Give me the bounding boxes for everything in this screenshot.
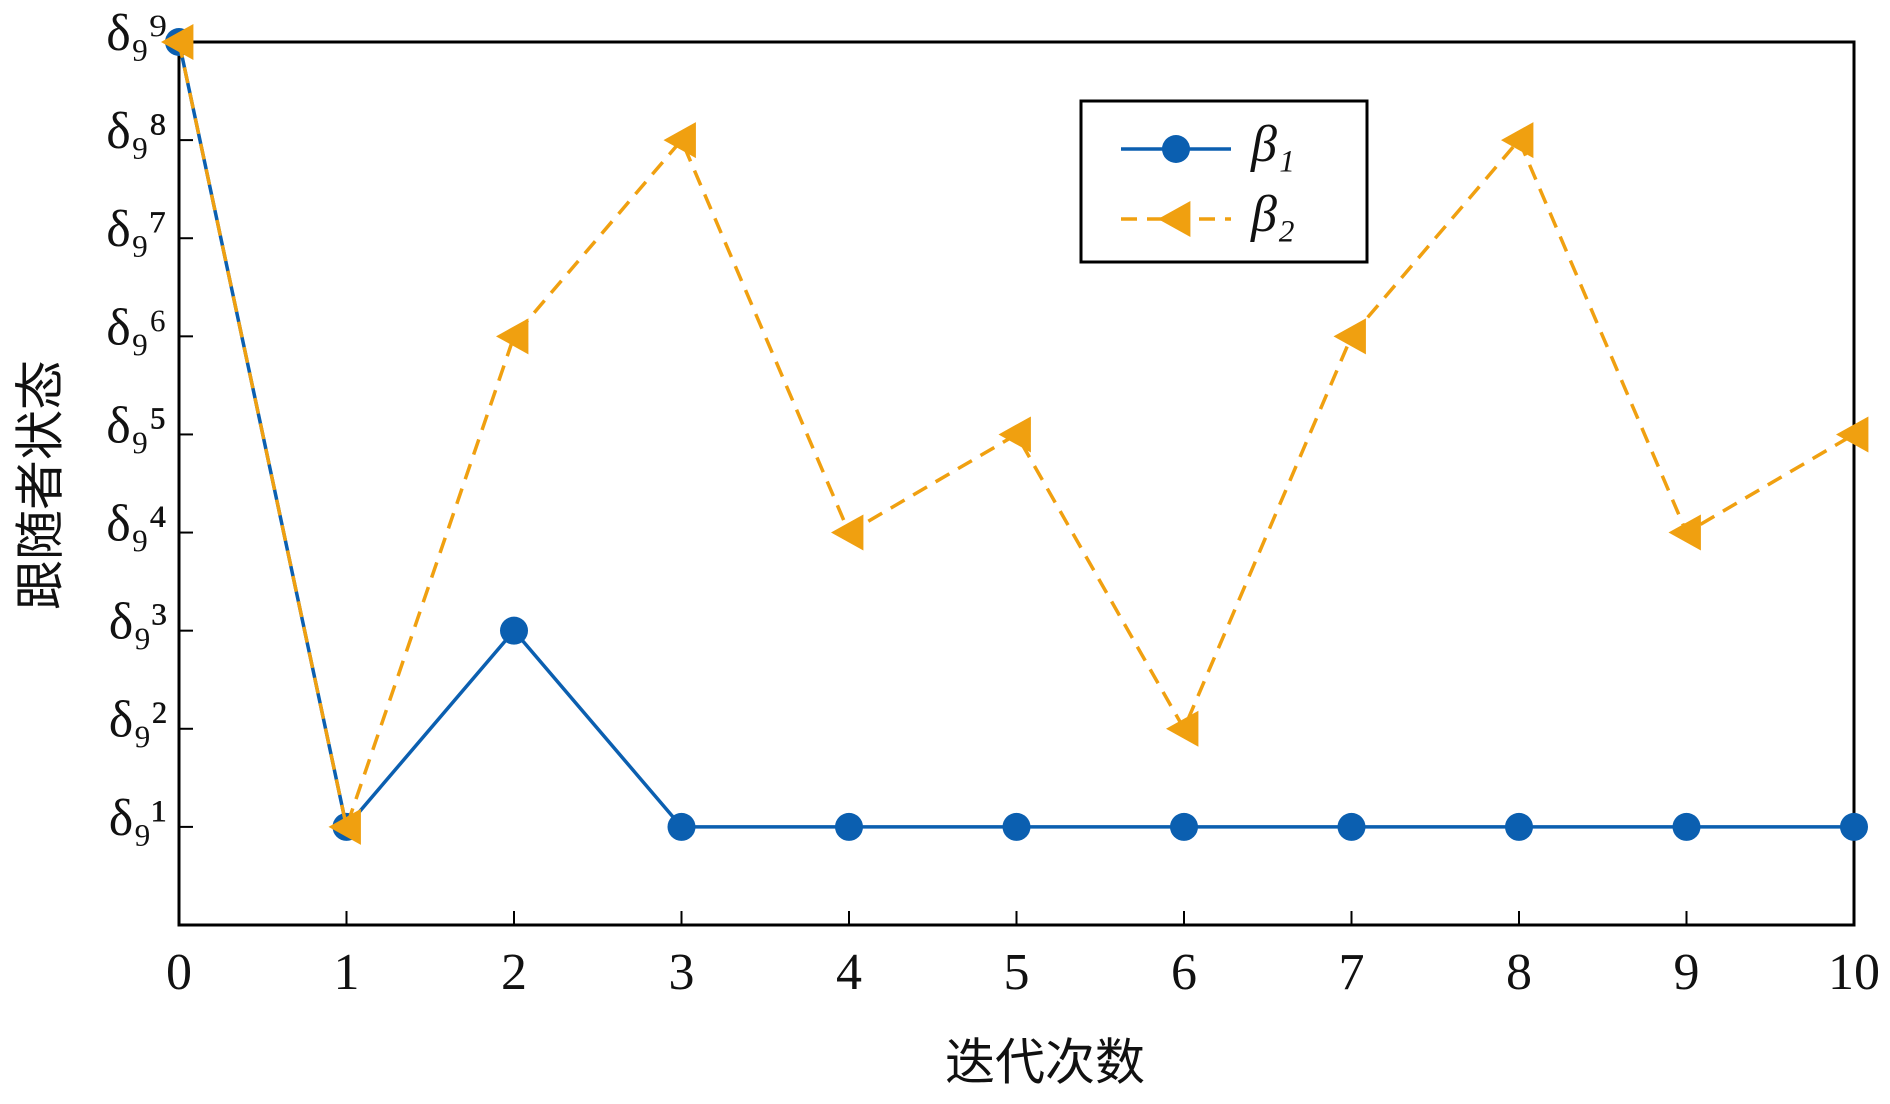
y-tick-label: δ₉⁵: [106, 397, 167, 454]
x-tick-label: 7: [1339, 944, 1365, 1001]
legend-marker: [1158, 201, 1191, 237]
data-point: [831, 514, 864, 551]
x-tick-label: 3: [669, 944, 695, 1001]
y-tick-label: δ₉⁶: [106, 299, 167, 356]
data-point: [1672, 812, 1701, 841]
y-tick-label: δ₉⁷: [106, 201, 167, 258]
x-tick-label: 1: [334, 944, 360, 1001]
y-tick-label: δ₉⁸: [106, 103, 167, 160]
data-point: [998, 416, 1031, 453]
y-tick-label: δ₉⁴: [106, 495, 167, 552]
x-tick-label: 5: [1004, 944, 1030, 1001]
data-point: [496, 318, 529, 355]
data-point: [663, 122, 696, 159]
y-tick-label: δ₉³: [109, 594, 167, 651]
legend-box: [1079, 99, 1369, 264]
data-point: [835, 812, 863, 841]
data-point: [667, 812, 696, 841]
y-tick-label: δ₉¹: [109, 790, 167, 847]
x-tick-label: 2: [501, 944, 527, 1001]
data-point: [1170, 812, 1198, 841]
data-point: [1840, 812, 1868, 841]
x-axis-label: 迭代次数: [945, 1034, 1145, 1092]
legend-marker: [1162, 135, 1190, 163]
data-point: [1333, 318, 1366, 355]
x-tick-label: 10: [1828, 944, 1880, 1001]
data-point: [1668, 514, 1701, 551]
data-point: [161, 24, 194, 60]
data-point: [328, 808, 361, 845]
y-tick-label: δ₉⁹: [106, 5, 167, 62]
data-point: [500, 616, 528, 645]
data-point: [1836, 416, 1869, 453]
data-point: [1002, 812, 1031, 841]
legend-label: β₂: [1250, 186, 1295, 243]
data-point: [1501, 122, 1534, 159]
data-point: [1505, 812, 1533, 841]
y-axis-label: 跟随者状态: [12, 360, 70, 610]
x-tick-label: 6: [1171, 944, 1197, 1001]
x-tick-label: 4: [836, 944, 862, 1001]
legend-label: β₁: [1250, 116, 1295, 173]
x-tick-label: 0: [166, 944, 192, 1001]
data-point: [1337, 812, 1366, 841]
x-tick-label: 9: [1674, 944, 1700, 1001]
x-tick-label: 8: [1506, 944, 1532, 1001]
data-point: [1166, 710, 1199, 747]
y-tick-label: δ₉²: [109, 692, 167, 749]
